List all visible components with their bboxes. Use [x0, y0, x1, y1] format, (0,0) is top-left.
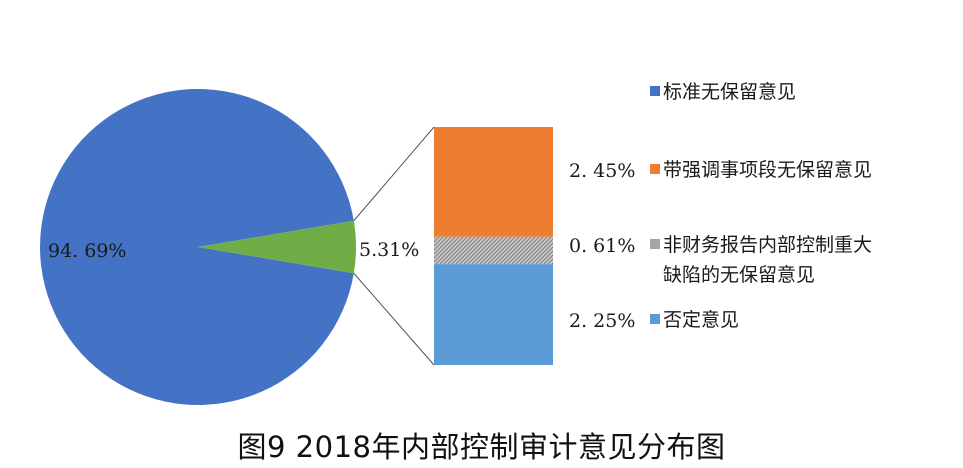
stacked-bar — [434, 127, 553, 365]
bar-value-label: 0. 61% — [569, 235, 635, 257]
pie-label-other: 5.31% — [359, 239, 419, 261]
bar-segment — [434, 236, 553, 265]
bar-segment — [434, 264, 553, 365]
connector-line-bottom — [353, 272, 435, 366]
legend-label: 带强调事项段无保留意见 — [663, 159, 872, 181]
legend-swatch — [650, 86, 660, 96]
legend-swatch — [650, 164, 660, 174]
legend-label: 否定意见 — [663, 309, 739, 331]
bar-value-label: 2. 25% — [569, 310, 635, 332]
pie-group: 94. 69% 5.31% — [40, 88, 419, 405]
bar-value-label: 2. 45% — [569, 160, 635, 182]
pie-label-main: 94. 69% — [48, 240, 127, 262]
legend-swatch — [650, 239, 660, 249]
pie-slice-other — [198, 220, 357, 274]
connector-line-top — [353, 126, 435, 222]
legend-swatch — [650, 314, 660, 324]
legend-label: 缺陷的无保留意见 — [663, 264, 815, 286]
pie-slice-main — [40, 88, 354, 405]
legend-label: 非财务报告内部控制重大 — [663, 234, 872, 256]
chart-title: 图9 2018年内部控制审计意见分布图 — [237, 430, 726, 464]
connector-lines — [353, 126, 435, 366]
bar-segment — [434, 127, 553, 237]
legend-label: 标准无保留意见 — [663, 81, 796, 103]
